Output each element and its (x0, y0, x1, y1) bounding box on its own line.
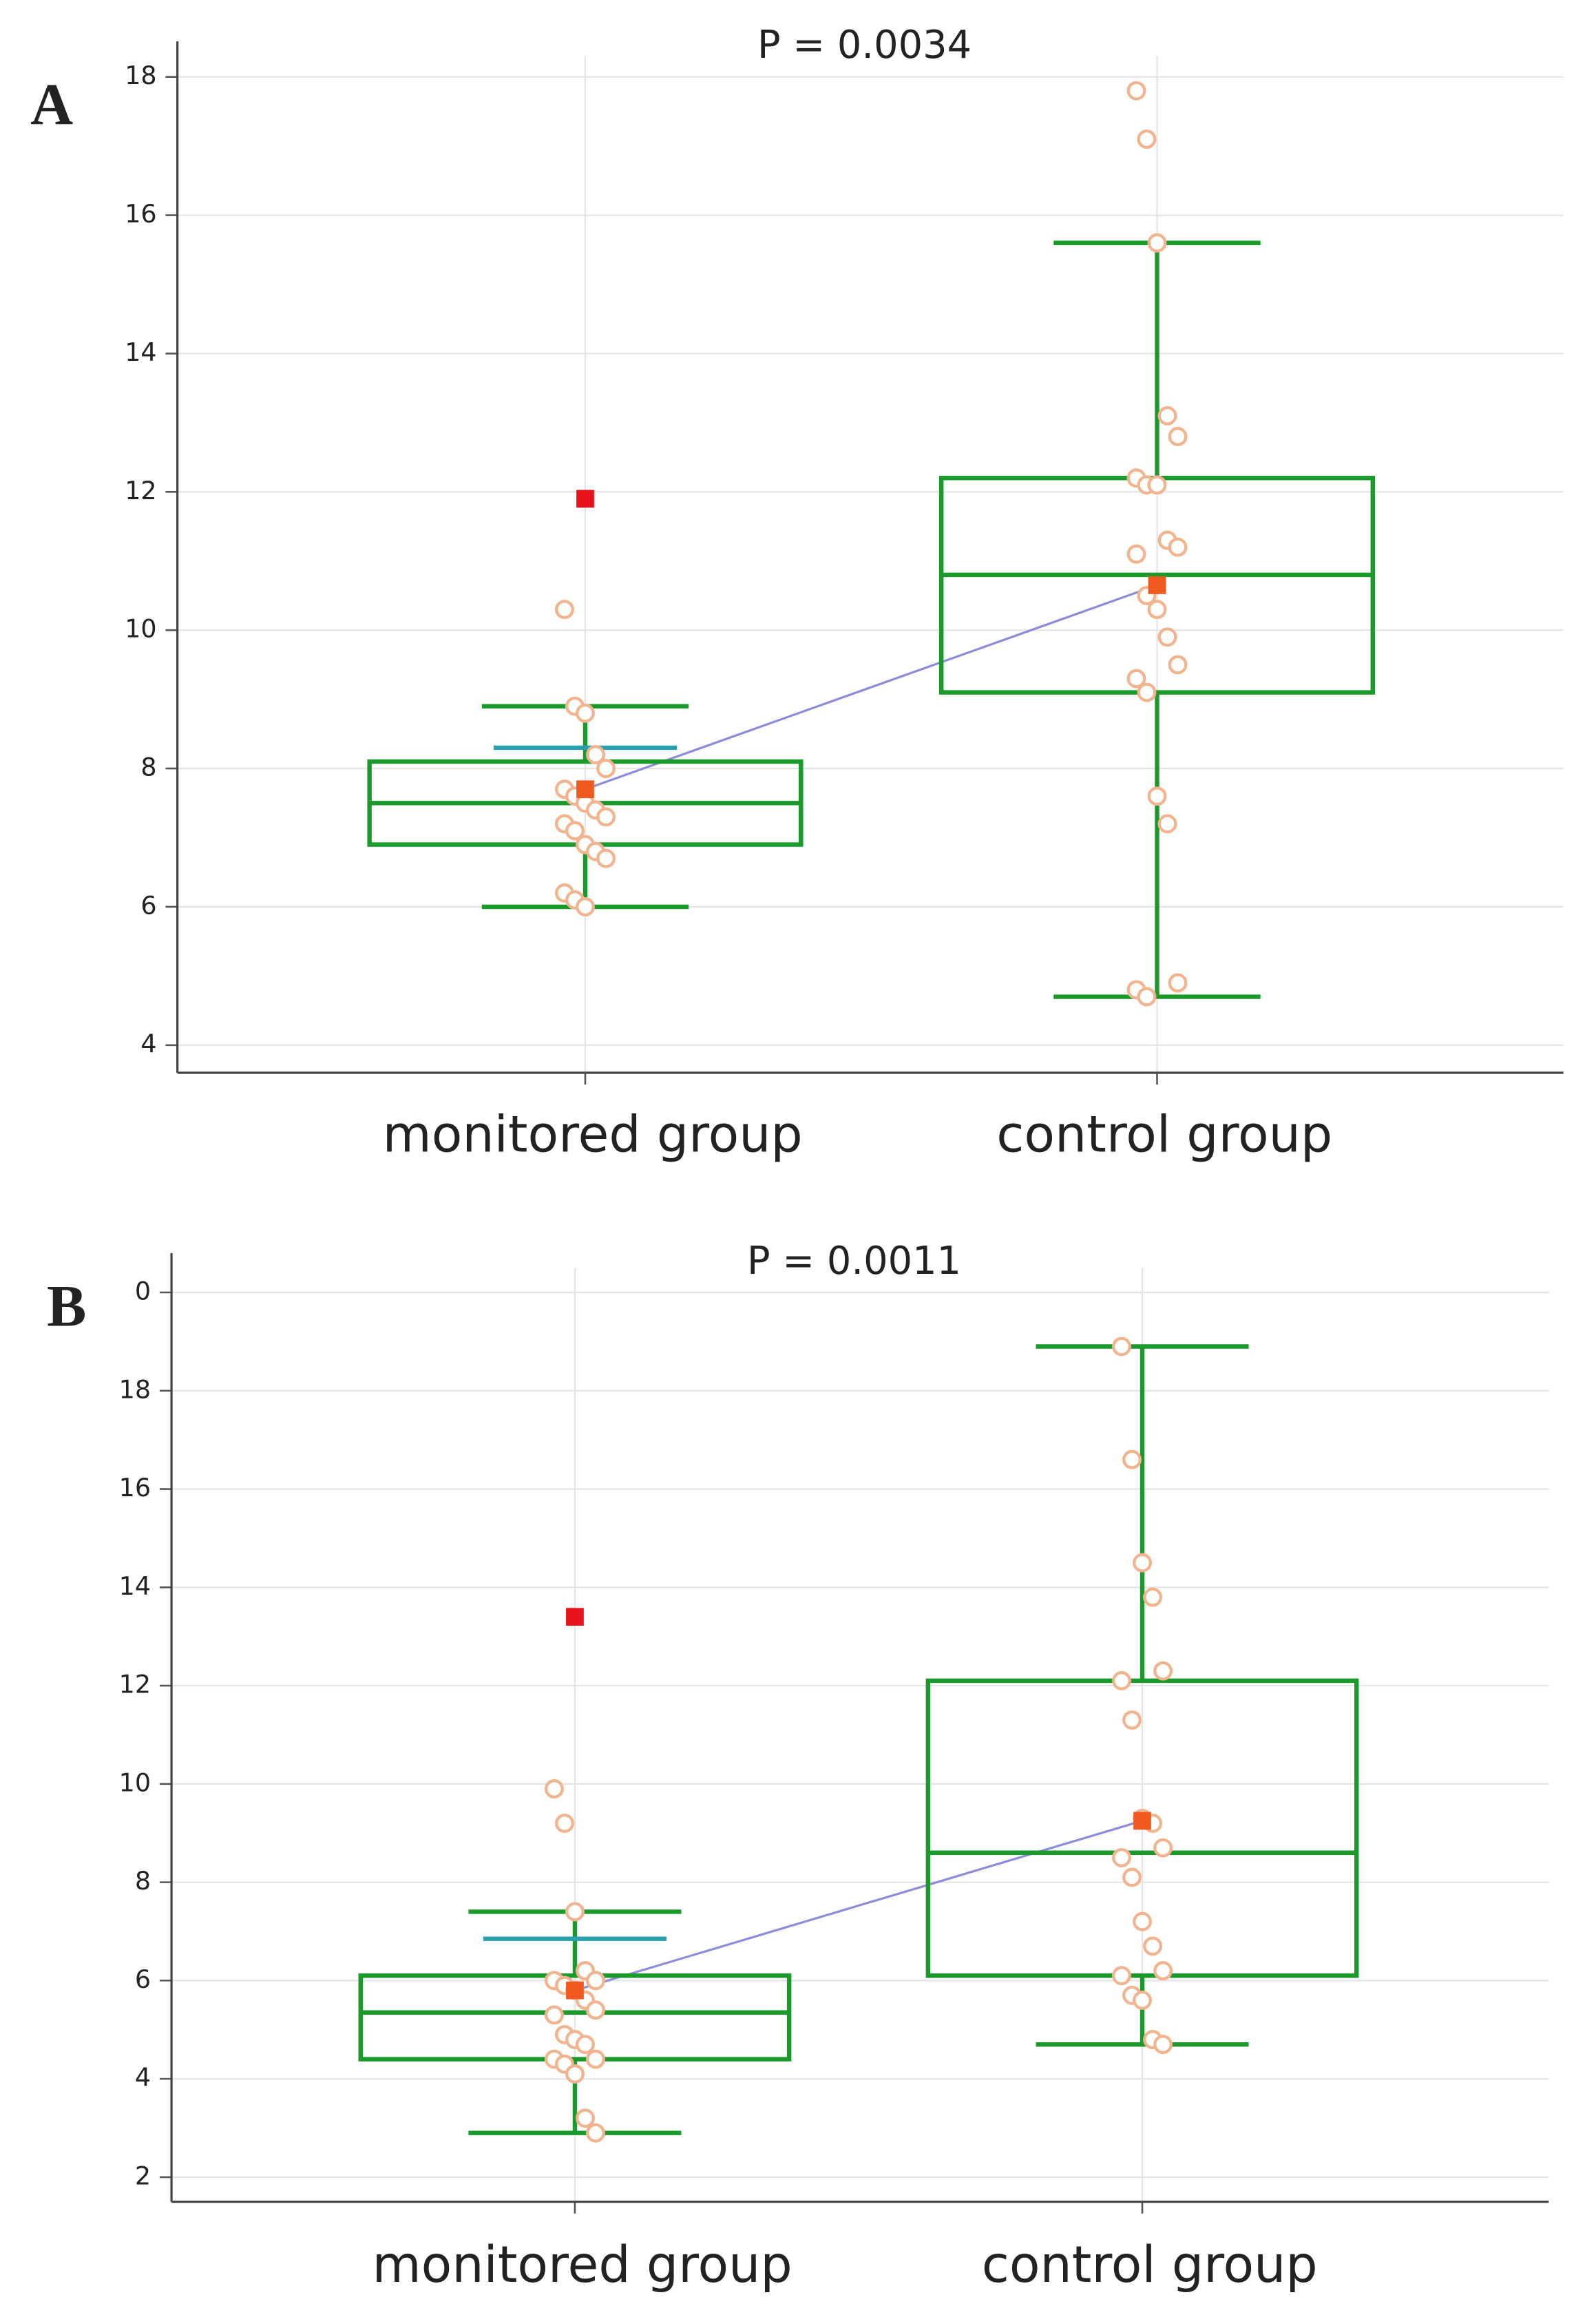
x-tick-label: control group (996, 1105, 1332, 1164)
y-tick-label: 12 (119, 1670, 151, 1699)
data-point (1122, 1867, 1142, 1887)
y-tick-label: 8 (135, 1866, 151, 1896)
data-point (565, 1902, 585, 1922)
data-point (1122, 1710, 1142, 1730)
y-tick-label: 14 (125, 337, 156, 367)
panel-label: A (30, 72, 73, 138)
data-point (576, 2035, 595, 2055)
title-background (731, 14, 998, 74)
data-point (1153, 1961, 1173, 1981)
y-tick-label: 16 (119, 1473, 151, 1502)
data-point (576, 2108, 595, 2128)
data-point (1143, 1936, 1163, 1956)
data-point (1153, 2035, 1173, 2055)
panel-label: B (47, 1273, 86, 1339)
data-point (1147, 233, 1167, 253)
data-point (1112, 1336, 1131, 1356)
outlier (566, 1608, 584, 1626)
data-point (554, 1814, 574, 1833)
title-background (721, 1230, 987, 1290)
data-point (1153, 1838, 1173, 1858)
data-point (1126, 669, 1146, 689)
chart-title: P = 0.0011 (747, 1239, 961, 1283)
data-point (544, 2005, 564, 2025)
box (358, 1973, 792, 2062)
data-point (1147, 600, 1167, 620)
y-tick-label: 16 (125, 199, 156, 229)
data-point (1133, 1553, 1152, 1573)
data-point (544, 1779, 564, 1799)
data-point (1126, 81, 1146, 101)
data-point (1143, 1587, 1163, 1607)
outlier (576, 490, 594, 508)
data-point (565, 2064, 585, 2084)
y-tick-label: 4 (135, 2063, 151, 2093)
data-point (596, 807, 616, 827)
mean-marker (566, 1981, 584, 2000)
data-point (576, 703, 595, 723)
chart-title: P = 0.0034 (757, 23, 972, 67)
y-tick-label: 10 (125, 614, 156, 644)
x-tick-label: monitored group (372, 2236, 792, 2294)
data-point (1137, 682, 1157, 702)
data-point (1137, 129, 1157, 149)
data-point (1133, 1990, 1152, 2010)
data-point (1112, 1670, 1131, 1690)
data-point (1157, 814, 1177, 834)
data-point (565, 821, 585, 841)
y-tick-label: 6 (140, 890, 156, 920)
data-point (596, 759, 616, 779)
data-point (1133, 1911, 1152, 1931)
data-point (1168, 537, 1188, 557)
y-tick-label: 8 (140, 753, 156, 782)
mean-marker (1148, 576, 1166, 594)
data-point (1112, 1966, 1131, 1986)
data-point (1112, 1847, 1131, 1867)
data-point (1153, 1661, 1173, 1681)
y-tick-label: 2 (135, 2161, 151, 2190)
y-tick-label: 0 (135, 1276, 151, 1306)
data-point (1168, 973, 1188, 993)
y-tick-label: 4 (140, 1029, 156, 1058)
y-tick-label: 10 (119, 1768, 151, 1797)
y-tick-label: 18 (125, 61, 156, 90)
data-point (1157, 627, 1177, 647)
mean-marker (1133, 1812, 1151, 1830)
y-tick-label: 6 (135, 1964, 151, 1994)
data-point (1147, 786, 1167, 806)
data-point (576, 897, 595, 916)
data-point (586, 1971, 605, 1991)
data-point (1122, 1449, 1142, 1469)
x-tick-label: control group (982, 2236, 1318, 2294)
data-point (586, 2049, 605, 2069)
data-point (1147, 475, 1167, 495)
y-tick-label: 18 (119, 1374, 151, 1404)
box (925, 1678, 1359, 1978)
data-point (1168, 655, 1188, 675)
data-point (1137, 987, 1157, 1007)
data-point (586, 745, 605, 764)
data-point (1157, 406, 1177, 426)
data-point (586, 2123, 605, 2143)
data-point (1126, 544, 1146, 564)
y-tick-label: 14 (119, 1571, 151, 1601)
y-tick-label: 12 (125, 476, 156, 505)
mean-marker (576, 780, 594, 799)
data-point (554, 600, 574, 620)
data-point (586, 2000, 605, 2020)
x-tick-label: monitored group (383, 1105, 803, 1164)
mean-line (585, 584, 1158, 790)
data-point (1168, 427, 1188, 446)
mean-line (574, 1819, 1143, 1992)
data-point (596, 848, 616, 868)
